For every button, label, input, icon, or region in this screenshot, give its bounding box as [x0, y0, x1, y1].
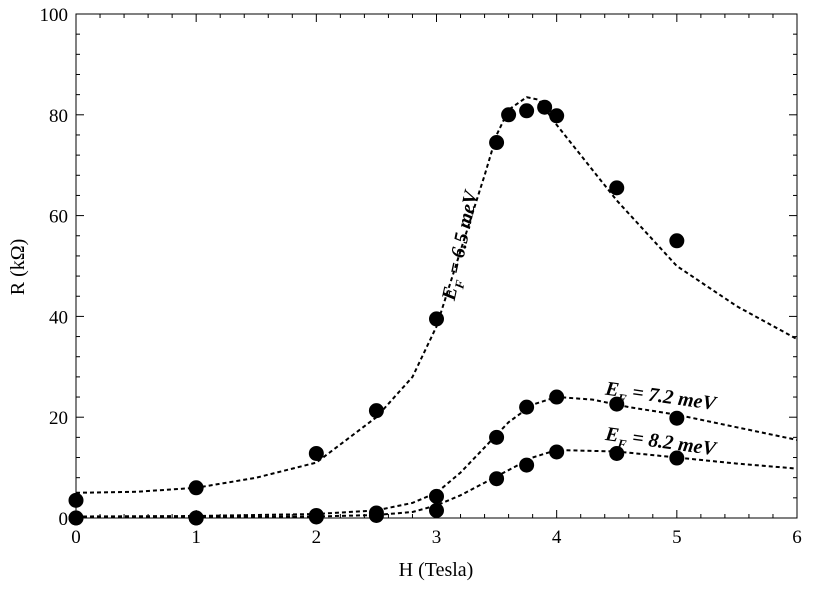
- x-tick-label: 2: [312, 527, 322, 548]
- data-point-series-3: [68, 510, 84, 526]
- data-points: [68, 99, 685, 526]
- data-point-series-1: [609, 180, 625, 196]
- data-point-series-3: [429, 502, 444, 518]
- data-point-series-1: [308, 445, 324, 461]
- x-tick-label: 6: [792, 527, 802, 548]
- y-tick-label: 20: [49, 408, 68, 429]
- data-point-series-3: [368, 507, 384, 523]
- data-point-series-1: [188, 480, 204, 496]
- data-point-series-1: [489, 135, 505, 151]
- x-tick-label: 4: [552, 527, 562, 548]
- x-tick-label: 3: [432, 527, 442, 548]
- y-tick-label: 60: [49, 207, 68, 228]
- data-point-series-2: [429, 488, 444, 504]
- x-tick-label: 0: [71, 527, 81, 548]
- y-tick-label: 0: [59, 509, 69, 530]
- fit-line-series-2: [75, 395, 798, 518]
- data-point-series-1: [519, 103, 535, 119]
- data-point-series-2: [609, 396, 625, 412]
- data-point-series-1: [429, 311, 444, 327]
- x-tick-label: 5: [672, 527, 682, 548]
- y-axis-label: R (kΩ): [7, 239, 29, 296]
- fit-lines: [75, 96, 798, 519]
- fit-line-series-1: [75, 96, 798, 494]
- data-point-series-1: [368, 403, 384, 419]
- y-tick-label: 40: [49, 307, 68, 328]
- x-tick-label: 1: [191, 527, 201, 548]
- y-tick-label: 80: [49, 106, 68, 127]
- data-point-series-3: [188, 510, 204, 526]
- series-annotation-1: EF = 6.5 meV: [438, 187, 487, 304]
- data-point-series-2: [549, 389, 565, 405]
- data-point-series-3: [308, 509, 324, 525]
- data-point-series-3: [669, 450, 685, 466]
- data-point-series-1: [537, 99, 553, 115]
- data-point-series-2: [489, 429, 505, 445]
- data-point-series-2: [669, 410, 685, 426]
- y-tick-label: 100: [40, 5, 69, 26]
- data-point-series-3: [489, 471, 505, 487]
- data-point-series-1: [549, 108, 565, 124]
- data-point-series-3: [609, 445, 625, 461]
- fit-line-series-3: [75, 448, 798, 519]
- x-axis-label: H (Tesla): [399, 559, 474, 581]
- data-point-series-3: [549, 444, 565, 460]
- data-point-series-1: [68, 492, 84, 508]
- data-point-series-1: [669, 233, 685, 249]
- data-point-series-3: [519, 457, 535, 473]
- data-point-series-2: [519, 399, 535, 415]
- data-point-series-1: [501, 107, 517, 123]
